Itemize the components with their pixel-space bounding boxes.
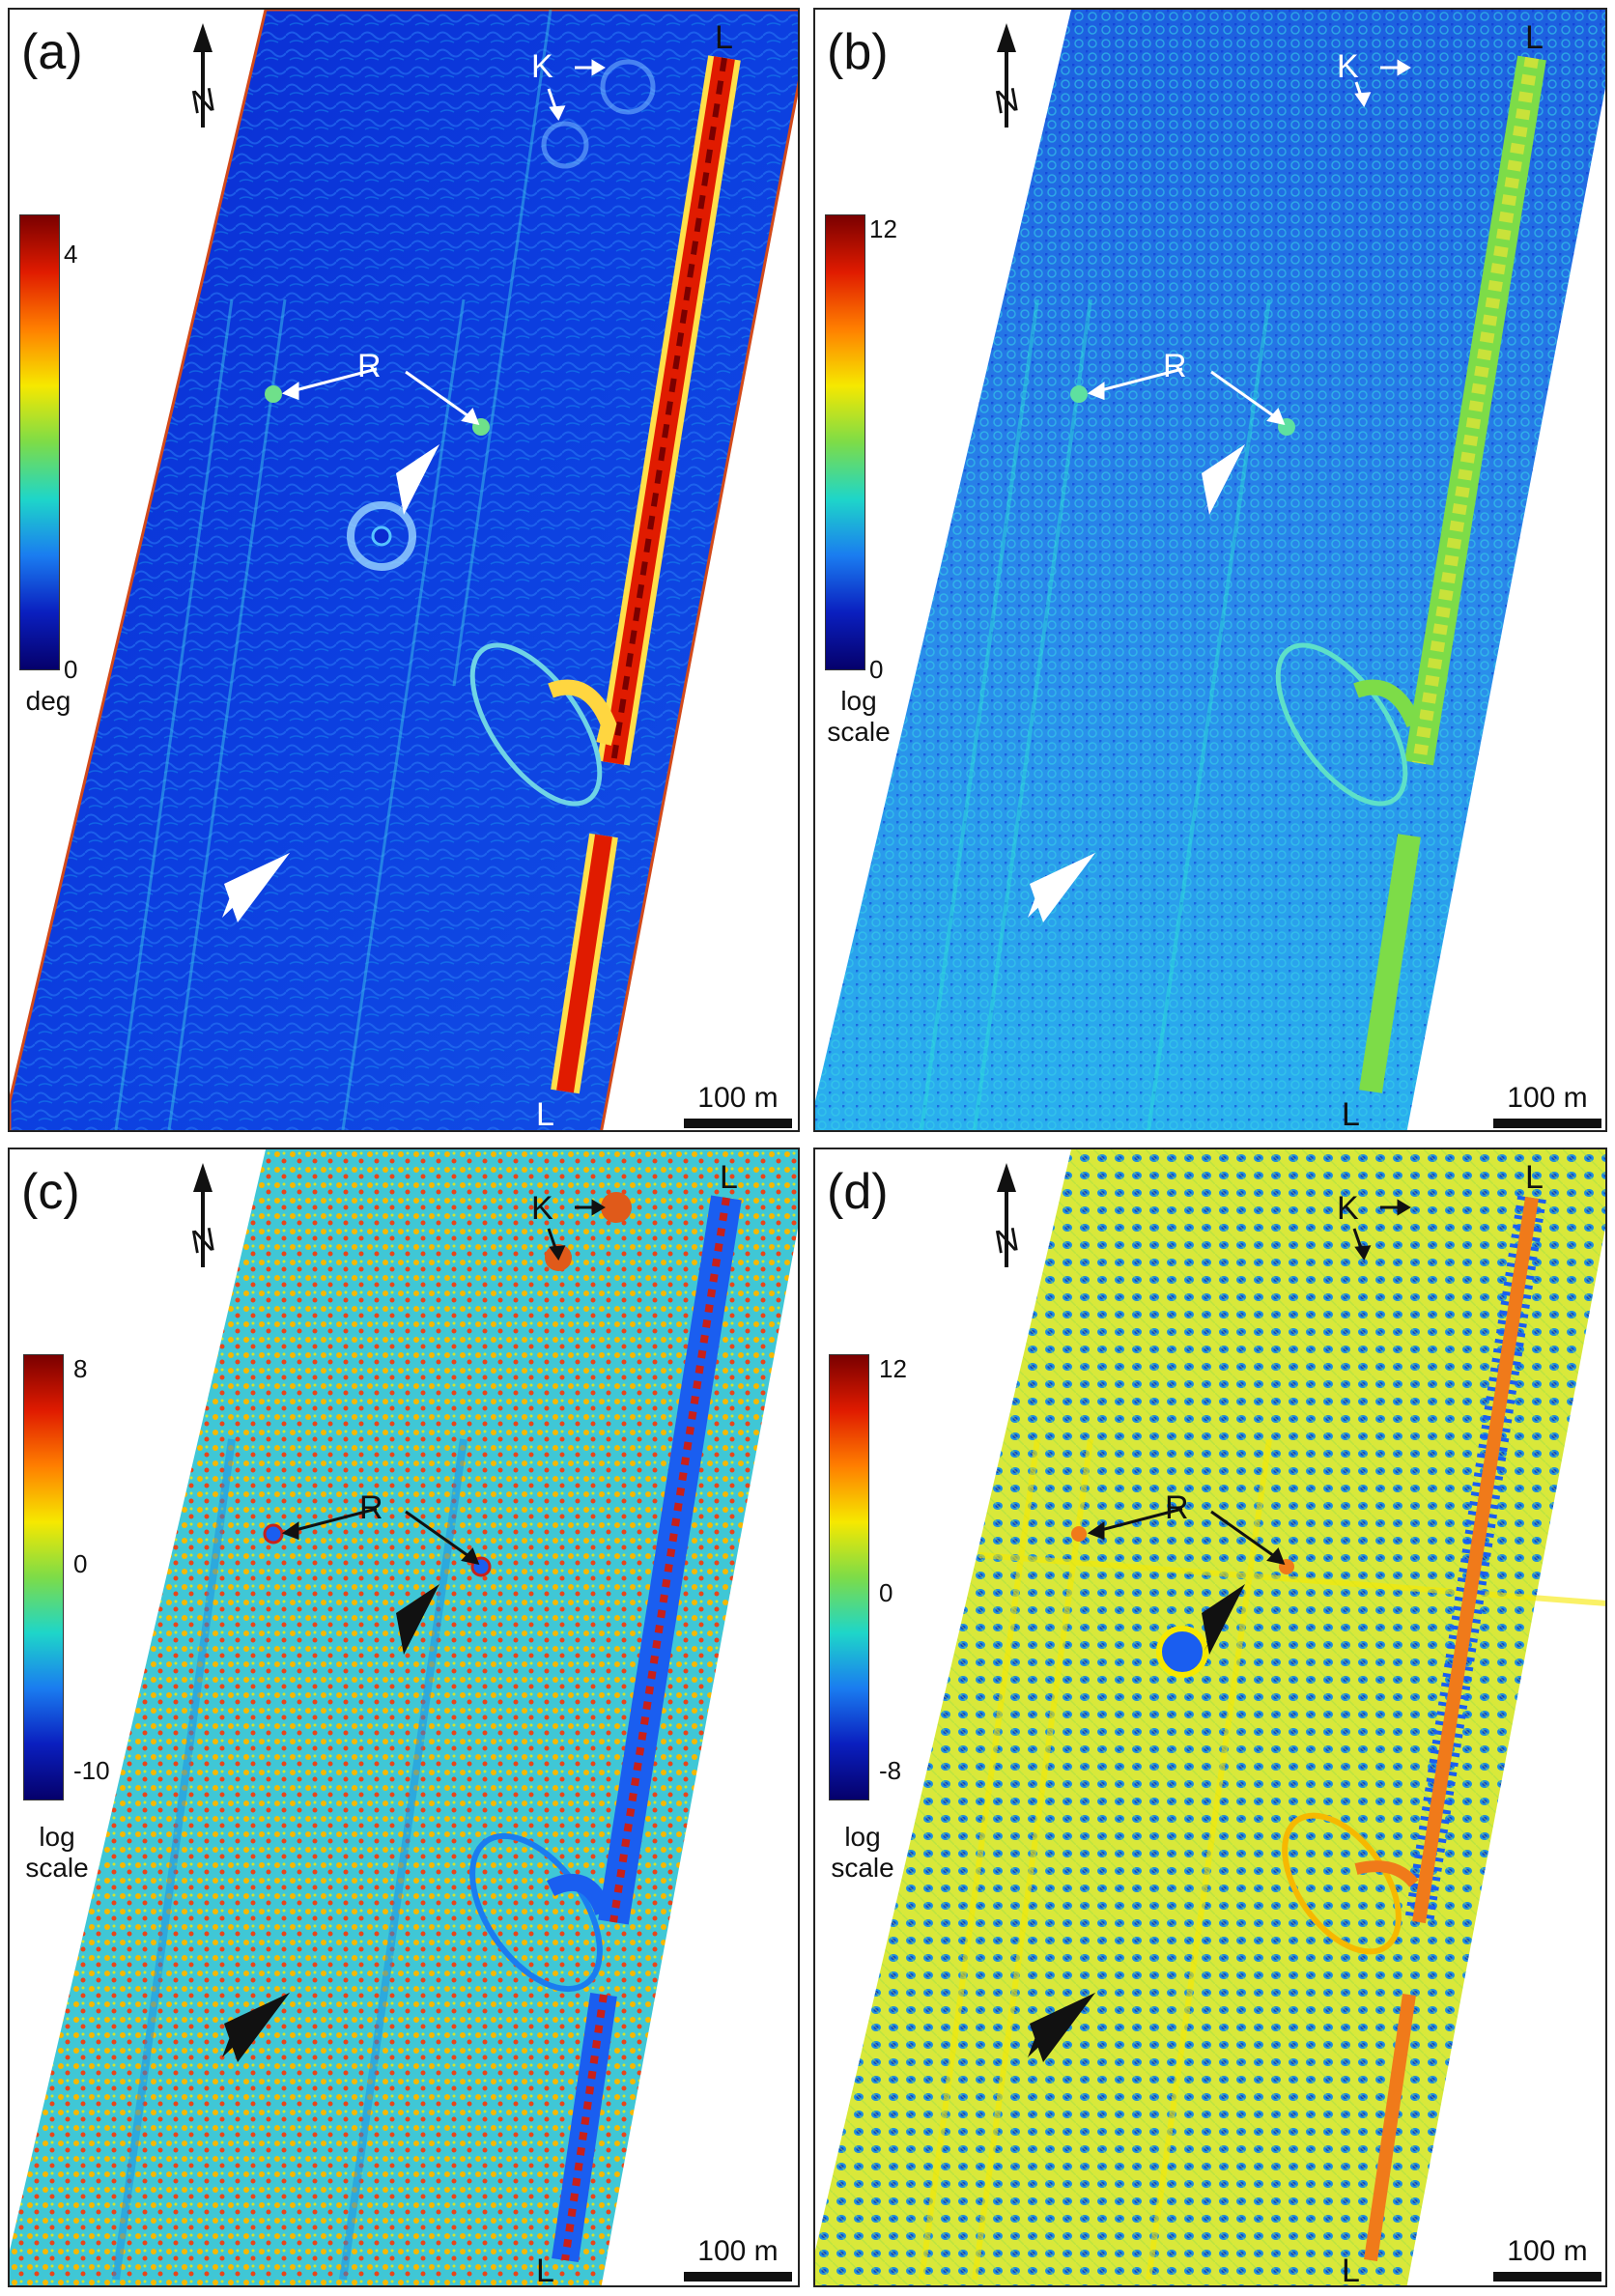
- north-arrow-icon: N: [992, 1163, 1022, 1267]
- panel-d: R K L L (d) N 12 0 -8 log scale 100 m: [813, 1148, 1607, 2287]
- marker-l-top-a: L: [715, 19, 733, 56]
- svg-text:N: N: [992, 1221, 1022, 1261]
- colorbar-mid-c: 0: [73, 1549, 88, 1578]
- panel-label-c: (c): [21, 1164, 80, 1220]
- annotations-d: R K L L: [1028, 1159, 1544, 2287]
- panel-c: R K L L (c) N 8 0 -10 log scale 100 m: [8, 1148, 800, 2287]
- colorbar-unit-a: deg: [25, 686, 71, 716]
- colorbar-min-a: 0: [64, 655, 78, 684]
- scalebar-c: 100 m: [684, 2235, 792, 2282]
- colorbar-b: [825, 214, 865, 670]
- marker-l-bottom-a: L: [536, 1096, 554, 1132]
- colorbar-max-a: 4: [64, 240, 78, 269]
- colorbar-unit-b: log scale: [827, 686, 891, 747]
- panel-b: R K L L (b) N 12 0 log scale 100 m: [813, 8, 1607, 1132]
- scalebar-a: 100 m: [684, 1082, 792, 1128]
- map-c: [10, 1149, 798, 2285]
- map-d: [815, 1149, 1605, 2285]
- marker-r-a: R: [357, 348, 382, 384]
- colorbar-min-b: 0: [869, 655, 884, 684]
- annotations-b: R K L L: [1028, 19, 1544, 1132]
- marker-l-bottom-c: L: [536, 2253, 554, 2287]
- scalebar-d: 100 m: [1493, 2235, 1601, 2282]
- marker-k-b: K: [1337, 48, 1359, 85]
- colorbar-max-d: 12: [879, 1354, 907, 1383]
- annotations-a: R K L L: [222, 19, 733, 1132]
- colorbar-max-c: 8: [73, 1354, 88, 1383]
- map-b: [815, 10, 1605, 1130]
- marker-l-top-b: L: [1525, 19, 1544, 56]
- svg-text:N: N: [188, 81, 218, 122]
- colorbar-unit-d: log scale: [831, 1822, 894, 1883]
- colorbar-min-c: -10: [73, 1756, 110, 1785]
- svg-text:N: N: [188, 1221, 218, 1261]
- north-arrow-icon: N: [992, 23, 1022, 128]
- svg-text:N: N: [992, 81, 1022, 122]
- panel-a: R K L L (a) N 4 0 deg 100 m: [8, 8, 800, 1132]
- north-arrow-icon: N: [188, 1163, 218, 1267]
- marker-r-b: R: [1163, 348, 1187, 384]
- colorbar-unit-c: log scale: [25, 1822, 89, 1883]
- marker-k-a: K: [531, 48, 553, 85]
- scalebar-b: 100 m: [1493, 1082, 1601, 1128]
- marker-l-top-c: L: [720, 1159, 738, 1196]
- panel-label-d: (d): [827, 1164, 889, 1220]
- colorbar-min-d: -8: [879, 1756, 902, 1785]
- marker-k-c: K: [531, 1190, 553, 1227]
- annotations-c: R K L L: [222, 1159, 738, 2287]
- colorbar-d: [829, 1354, 869, 1800]
- marker-r-d: R: [1165, 1489, 1189, 1526]
- marker-l-bottom-b: L: [1342, 1096, 1360, 1132]
- marker-l-top-d: L: [1525, 1159, 1544, 1196]
- colorbar-c: [23, 1354, 64, 1800]
- panel-label-b: (b): [827, 24, 889, 80]
- marker-k-d: K: [1337, 1190, 1359, 1227]
- marker-r-c: R: [359, 1489, 383, 1526]
- marker-l-bottom-d: L: [1342, 2253, 1360, 2287]
- map-a: [10, 10, 798, 1130]
- colorbar-a: [19, 214, 60, 670]
- north-arrow-icon: N: [188, 23, 218, 128]
- panel-label-a: (a): [21, 24, 83, 80]
- colorbar-max-b: 12: [869, 214, 897, 243]
- colorbar-mid-d: 0: [879, 1578, 893, 1607]
